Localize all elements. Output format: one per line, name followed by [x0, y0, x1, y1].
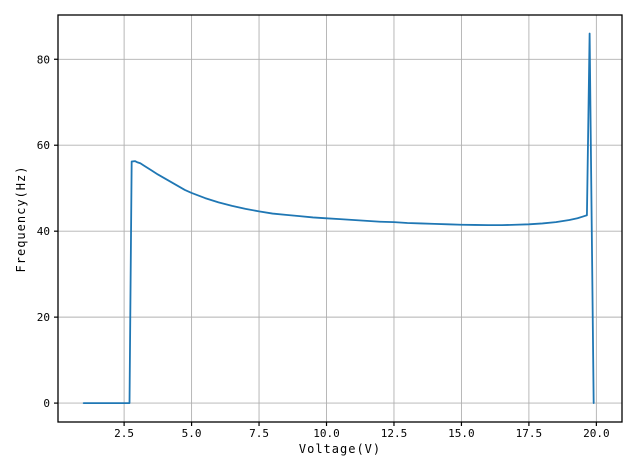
axes-frame — [57, 14, 623, 423]
x-tick-label: 17.5 — [516, 427, 543, 440]
x-axis-label: Voltage(V) — [298, 442, 382, 456]
grid — [58, 15, 622, 422]
x-tick-label: 20.0 — [583, 427, 610, 440]
y-tick-label: 20 — [37, 311, 50, 324]
line-series — [82, 32, 595, 404]
tick-marks — [54, 58, 597, 426]
x-tick-label: 5.0 — [182, 427, 202, 440]
y-tick-label: 40 — [37, 225, 50, 238]
x-tick-label: 12.5 — [381, 427, 408, 440]
x-tick-label: 15.0 — [448, 427, 475, 440]
y-tick-label: 0 — [43, 397, 50, 410]
plot-border — [57, 14, 623, 423]
x-tick-label: 2.5 — [114, 427, 134, 440]
tick-labels: 2.5 5.0 7.5 10.0 12.5 15.0 17.5 20.0 0 20 40 60 80 — [37, 53, 610, 440]
series-frequency-vs-voltage — [82, 32, 595, 404]
y-axis-label: Frequency(Hz) — [14, 165, 28, 273]
x-tick-label: 10.0 — [313, 427, 340, 440]
y-tick-label: 60 — [37, 139, 50, 152]
x-tick-label: 7.5 — [249, 427, 269, 440]
y-tick-label: 80 — [37, 53, 50, 66]
